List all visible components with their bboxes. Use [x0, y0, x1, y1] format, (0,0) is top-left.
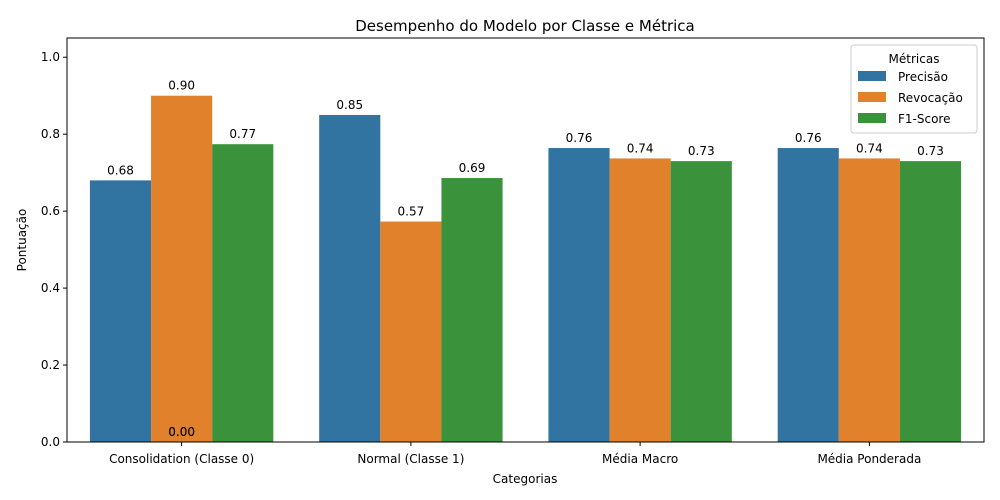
- y-axis-label: Pontuação: [15, 209, 29, 272]
- legend-item-label: F1-Score: [898, 112, 950, 126]
- legend-title: Métricas: [889, 52, 940, 66]
- y-tick-label: 1.0: [41, 50, 60, 64]
- x-tick-label: Normal (Classe 1): [357, 452, 464, 466]
- bar-f1-score: [441, 178, 503, 442]
- legend-swatch: [858, 71, 886, 81]
- x-tick-label: Média Macro: [602, 452, 678, 466]
- bar-revocação: [838, 158, 900, 442]
- bar-value-label: 0.74: [627, 141, 654, 155]
- legend-swatch: [858, 92, 886, 102]
- bar-f1-score: [670, 161, 732, 442]
- bar-revocação: [151, 95, 213, 442]
- bar-value-label: 0.68: [107, 163, 134, 177]
- bar-value-label: 0.85: [336, 98, 363, 112]
- y-tick-label: 0.8: [41, 127, 60, 141]
- legend: Métricas Precisão Revocação F1-Score: [850, 44, 978, 134]
- plot-frame: [66, 37, 985, 443]
- bar-f1-score: [212, 144, 274, 443]
- y-tick-label: 0.4: [41, 281, 60, 295]
- bar-value-label: 0.73: [917, 144, 944, 158]
- bar-value-label: 0.90: [168, 79, 195, 93]
- bar-precisão: [548, 148, 610, 442]
- x-tick-label: Média Ponderada: [817, 452, 921, 466]
- bar-value-label: 0.57: [398, 205, 425, 219]
- chart-title: Desempenho do Modelo por Classe e Métric…: [355, 17, 695, 35]
- bar-precisão: [89, 180, 152, 442]
- bar-value-label: 0.74: [856, 141, 883, 155]
- legend-box: [850, 44, 978, 134]
- y-tick-label: 0.6: [41, 204, 60, 218]
- y-tick-label: 0.2: [41, 358, 60, 372]
- x-tick-label: Consolidation (Classe 0): [109, 452, 254, 466]
- bar-revocação: [380, 221, 442, 442]
- zero-value-label: 0.00: [168, 425, 195, 439]
- bar-value-label: 0.73: [688, 144, 715, 158]
- plot-area: 0.0 0.2 0.4 0.6 0.8 1.0 0.68 0.85 0.76 0.76 0.90 0.…: [41, 50, 962, 466]
- bar-value-label: 0.69: [459, 161, 486, 175]
- bar-value-label: 0.77: [229, 127, 256, 141]
- bar-revocação: [609, 158, 671, 442]
- bar-value-label: 0.76: [566, 131, 593, 145]
- bar-precisão: [777, 148, 839, 442]
- y-tick-label: 0.0: [41, 435, 60, 449]
- legend-item-label: Precisão: [898, 70, 948, 84]
- bar-precisão: [319, 114, 381, 442]
- x-axis-label: Categorias: [493, 472, 558, 486]
- bar-f1-score: [899, 161, 962, 442]
- zero-value-label: 0.00: [168, 425, 195, 439]
- legend-item-label: Revocação: [898, 91, 963, 105]
- legend-swatch: [858, 113, 886, 123]
- bar-value-label: 0.76: [795, 131, 822, 145]
